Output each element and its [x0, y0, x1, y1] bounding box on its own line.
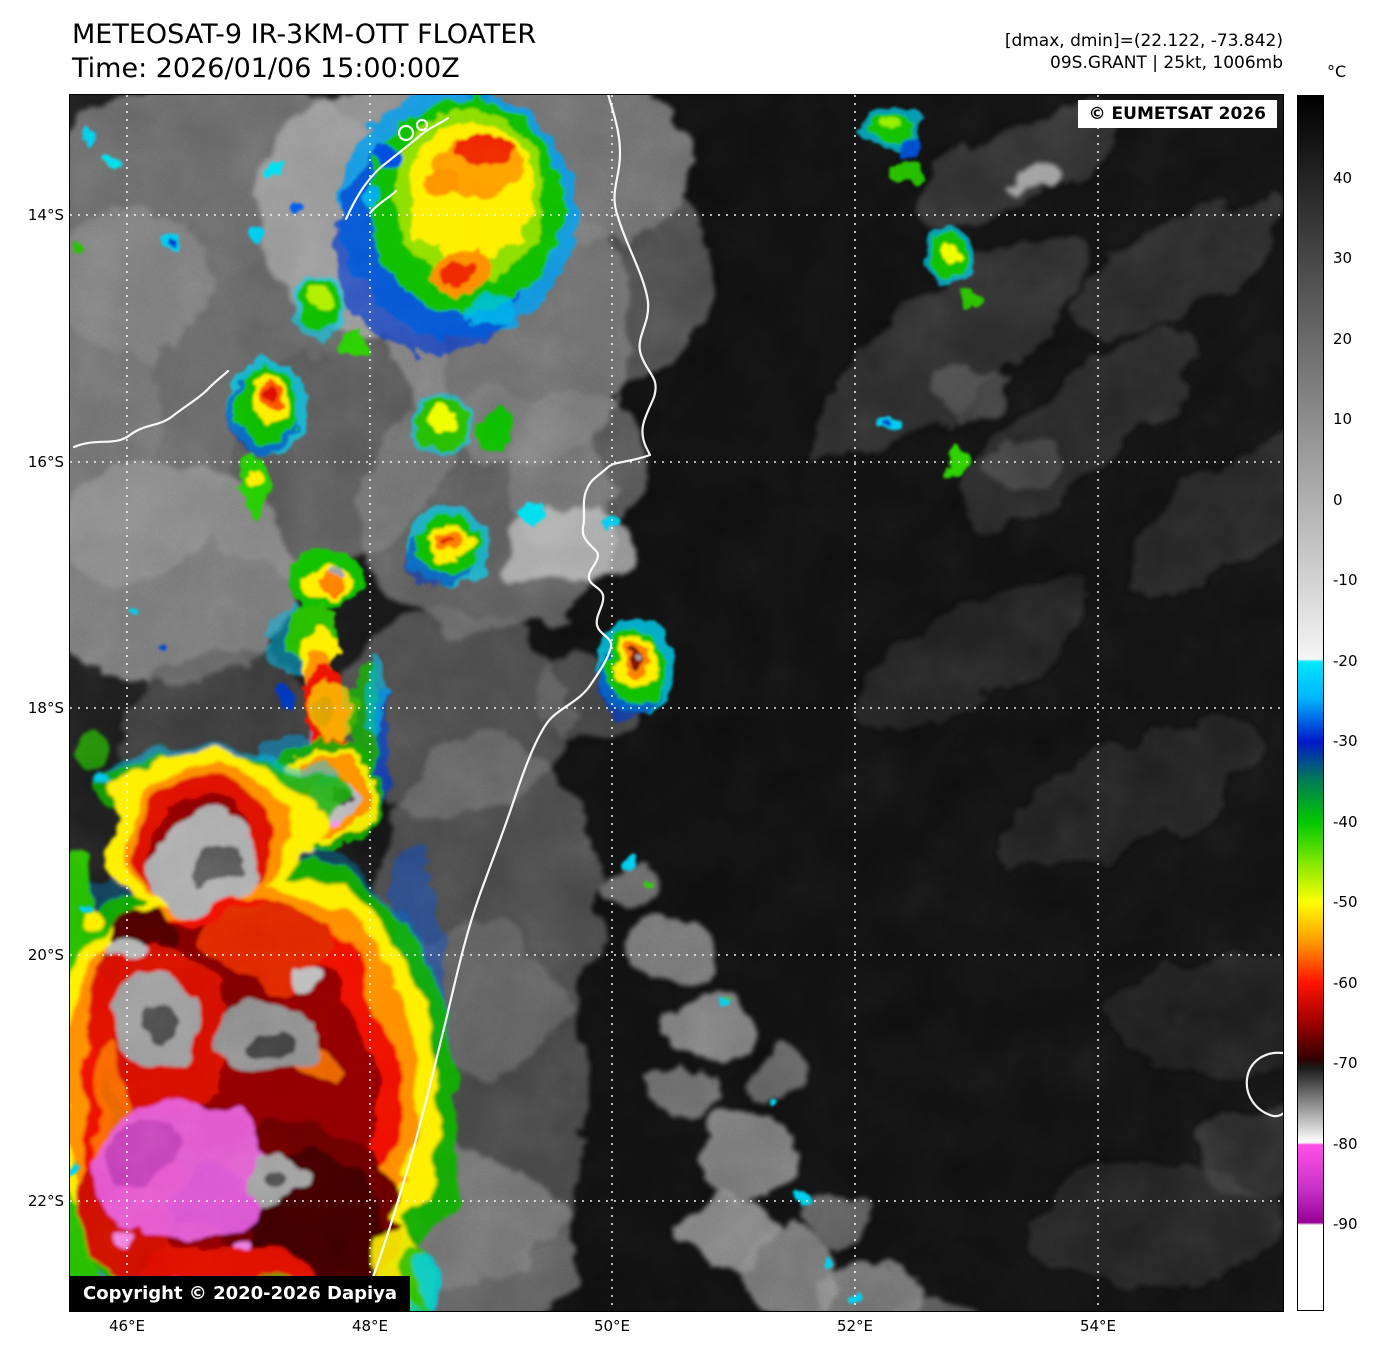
copyright-badge: Copyright © 2020-2026 Dapiya	[70, 1276, 411, 1311]
colorbar-tick: -60	[1333, 974, 1358, 992]
page-title: METEOSAT-9 IR-3KM-OTT FLOATER	[72, 19, 537, 50]
colorbar-tick: 40	[1333, 169, 1353, 187]
colorbar-tick: -40	[1333, 813, 1358, 831]
lat-label: 20°S	[27, 946, 64, 964]
timestamp: Time: 2026/01/06 15:00:00Z	[72, 53, 460, 84]
header-right-block: [dmax, dmin]=(22.122, -73.842) 09S.GRANT…	[1005, 30, 1283, 74]
colorbar-tick: -30	[1333, 732, 1358, 750]
lat-label: 16°S	[27, 453, 64, 471]
coastline	[72, 95, 1283, 1311]
eumetsat-badge: © EUMETSAT 2026	[1077, 100, 1277, 128]
lon-label: 50°E	[593, 1317, 631, 1335]
colorbar-tick: 0	[1333, 491, 1343, 509]
lon-label: 46°E	[108, 1317, 146, 1335]
graticule	[70, 95, 1283, 1311]
colorbar-tick: -70	[1333, 1054, 1358, 1072]
colorbar-tick: -50	[1333, 893, 1358, 911]
colorbar-tick: -90	[1333, 1215, 1358, 1233]
header-block: METEOSAT-9 IR-3KM-OTT FLOATER Time: 2026…	[72, 18, 536, 86]
colorbar-tick: 30	[1333, 249, 1353, 267]
dmax-dmin-readout: [dmax, dmin]=(22.122, -73.842)	[1004, 31, 1283, 51]
storm-info: 09S.GRANT | 25kt, 1006mb	[1050, 53, 1283, 73]
lat-label: 14°S	[27, 206, 64, 224]
satellite-ir-scene	[70, 95, 1283, 1311]
colorbar-tick: 20	[1333, 330, 1353, 348]
lon-label: 54°E	[1079, 1317, 1117, 1335]
colorbar-tick: -80	[1333, 1135, 1358, 1153]
temperature-colorbar	[1297, 95, 1324, 1311]
colorbar-tick: -20	[1333, 652, 1358, 670]
lon-label: 48°E	[351, 1317, 389, 1335]
lat-label: 22°S	[27, 1192, 64, 1210]
colorbar-unit-label: °C	[1327, 62, 1347, 81]
lon-label: 52°E	[836, 1317, 874, 1335]
lat-label: 18°S	[27, 699, 64, 717]
colorbar-tick: 10	[1333, 410, 1353, 428]
colorbar-tick: -10	[1333, 571, 1358, 589]
grain-overlay	[70, 95, 1283, 1311]
satellite-image: © EUMETSAT 2026 Copyright © 2020-2026 Da…	[70, 95, 1283, 1311]
